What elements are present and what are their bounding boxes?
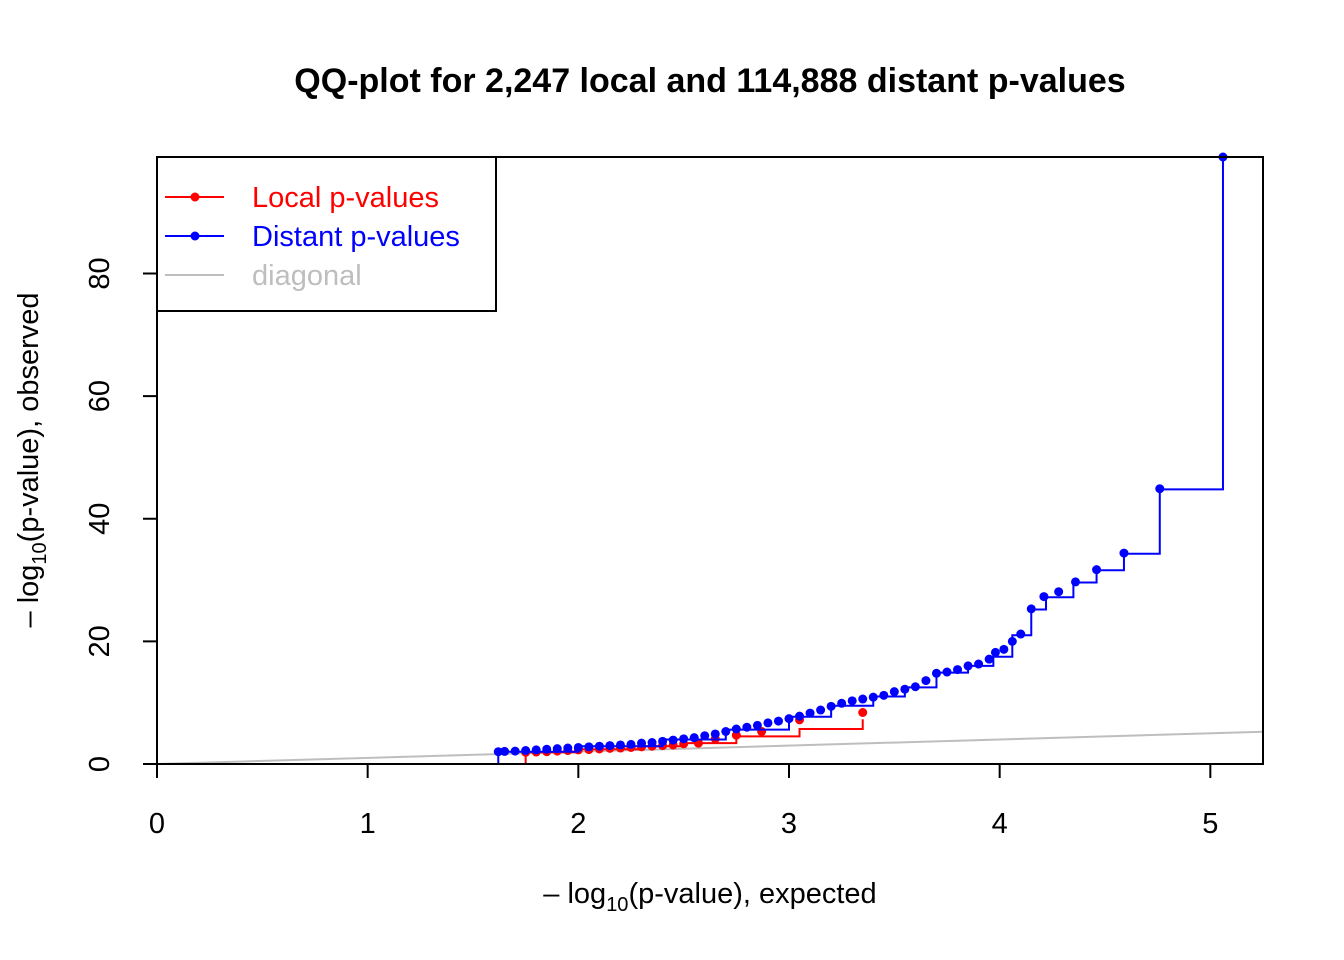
y-tick-label: 20 xyxy=(84,625,116,657)
distant-point xyxy=(931,668,941,678)
x-tick-label: 3 xyxy=(781,808,797,840)
distant-point xyxy=(689,733,699,743)
distant-point xyxy=(858,694,868,704)
legend-swatch-point xyxy=(190,231,200,241)
distant-point xyxy=(647,738,657,748)
distant-point xyxy=(531,745,541,755)
distant-point xyxy=(763,718,773,728)
distant-point xyxy=(605,741,615,751)
y-tick-label: 80 xyxy=(84,257,116,289)
y-axis-label: – log10(p-value), observed xyxy=(13,293,51,628)
distant-point xyxy=(721,727,731,737)
distant-point xyxy=(990,647,1000,657)
distant-point xyxy=(710,729,720,739)
distant-point xyxy=(1026,604,1036,614)
diagonal-line xyxy=(156,730,1264,765)
y-tick-label: 60 xyxy=(84,380,116,412)
distant-point xyxy=(974,659,984,669)
distant-point xyxy=(500,746,510,756)
x-axis-label: – log10(p-value), expected xyxy=(543,878,876,916)
x-tick-label: 5 xyxy=(1202,808,1218,840)
distant-point xyxy=(773,716,783,726)
distant-point xyxy=(573,742,583,752)
distant-point xyxy=(668,735,678,745)
distant-point xyxy=(552,744,562,754)
distant-point xyxy=(847,696,857,706)
distant-point xyxy=(658,736,668,746)
distant-point xyxy=(493,747,503,757)
distant-point xyxy=(1119,548,1129,558)
legend-swatch-point xyxy=(190,192,200,202)
distant-point xyxy=(879,690,889,700)
x-tick-label: 4 xyxy=(992,808,1008,840)
legend-label: Distant p-values xyxy=(252,221,460,253)
distant-point xyxy=(999,644,1009,654)
distant-point xyxy=(521,746,531,756)
distant-point xyxy=(752,720,762,730)
y-axis: 0 20 40 60 80 xyxy=(84,257,158,772)
distant-point xyxy=(1016,629,1026,639)
chart-title: QQ-plot for 2,247 local and 114,888 dist… xyxy=(294,62,1125,100)
legend-box xyxy=(156,156,497,312)
distant-point xyxy=(900,684,910,694)
distant-point xyxy=(1071,577,1081,587)
distant-point xyxy=(1007,636,1017,646)
distant-point xyxy=(542,744,552,754)
x-axis: 0 1 2 3 4 5 xyxy=(149,763,1218,840)
distant-point xyxy=(626,739,636,749)
distant-point xyxy=(784,714,794,724)
distant-point xyxy=(984,654,994,664)
distant-point xyxy=(1054,587,1064,597)
distant-point xyxy=(700,731,710,741)
distant-point xyxy=(805,708,815,718)
distant-point xyxy=(1155,484,1165,494)
distant-point xyxy=(563,743,573,753)
legend-label: Local p-values xyxy=(252,182,439,214)
distant-point xyxy=(826,701,836,711)
x-tick-label: 0 xyxy=(149,808,165,840)
distant-point xyxy=(594,741,604,751)
distant-point xyxy=(731,724,741,734)
distant-point xyxy=(679,734,689,744)
y-tick-label: 40 xyxy=(84,503,116,535)
legend: Local p-values Distant p-values diagonal xyxy=(156,156,497,312)
distant-point xyxy=(637,738,647,748)
distant-point xyxy=(795,711,805,721)
distant-point xyxy=(953,665,963,675)
local-point xyxy=(858,707,868,717)
distant-point xyxy=(963,661,973,671)
distant-point xyxy=(584,742,594,752)
distant-point xyxy=(816,705,826,715)
distant-point xyxy=(910,682,920,692)
distant-point xyxy=(868,692,878,702)
distant-point xyxy=(742,722,752,732)
distant-point xyxy=(1092,565,1102,575)
distant-point xyxy=(942,667,952,677)
distant-point xyxy=(921,676,931,686)
y-tick-label: 0 xyxy=(84,756,116,772)
legend-label: diagonal xyxy=(252,260,362,292)
x-tick-label: 2 xyxy=(570,808,586,840)
distant-point xyxy=(510,746,520,756)
distant-point xyxy=(615,740,625,750)
distant-point xyxy=(837,698,847,708)
distant-point xyxy=(889,687,899,697)
x-tick-label: 1 xyxy=(360,808,376,840)
distant-point xyxy=(1039,592,1049,602)
